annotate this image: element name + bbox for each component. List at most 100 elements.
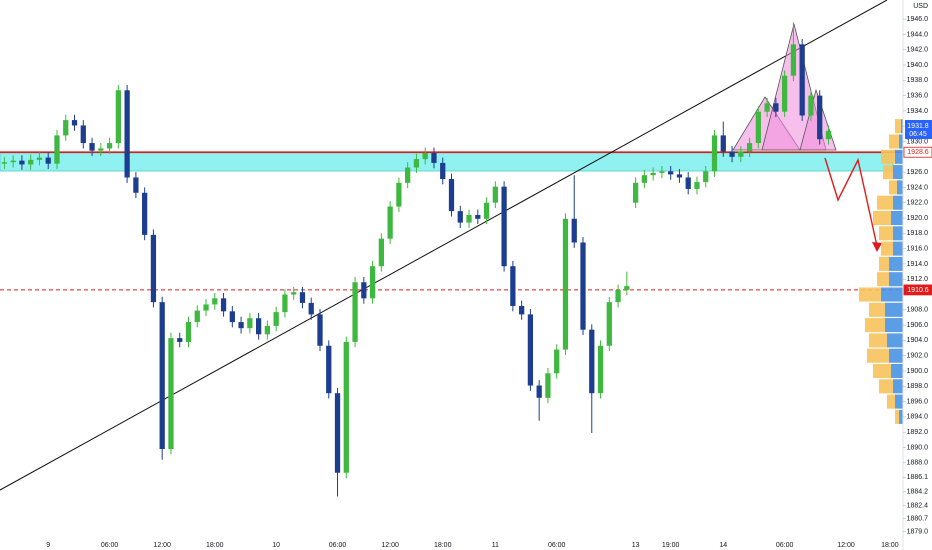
y-tick-label: 1912.0 [907,276,929,283]
x-tick-label: 13 [632,542,640,549]
profile-sell [881,149,895,164]
profile-sell [877,195,893,210]
candle-body [378,238,384,267]
candle-body [554,349,560,374]
profile-buy [893,241,903,256]
candle-body [817,95,823,140]
candle-body [220,298,227,312]
candle-body [413,159,420,168]
candle-body [615,289,621,303]
x-tick-label: 06:00 [101,542,119,549]
candle-body [562,218,569,350]
profile-buy [897,180,903,195]
last-price-badge [905,120,932,139]
profile-sell [879,226,893,241]
y-tick-label: 1938.0 [907,77,929,84]
candle-body [168,338,174,450]
candle-body [352,282,358,342]
candle-body [659,171,665,173]
candle-body [142,192,148,235]
x-tick-label: 18:00 [881,542,899,549]
y-tick-label: 1888.0 [907,460,929,467]
candle-body [124,90,130,178]
candle-body [483,202,490,219]
axis-background [903,0,932,550]
x-tick-label: 06:00 [776,542,794,549]
projection-arrow [824,157,878,247]
profile-sell [873,363,891,379]
last-price-label: 1931.8 [907,123,929,130]
y-tick-label: 1918.0 [907,230,929,237]
candle-body [98,148,104,151]
candle-body [475,214,481,219]
profile-sell [895,409,899,424]
candle-body [106,143,113,149]
candle-body [299,292,306,303]
x-tick-label: 18:00 [434,542,452,549]
candle-body [387,206,393,239]
candle-body [799,44,805,116]
y-tick-label: 1906.0 [907,322,929,329]
candle-body [624,286,630,290]
profile-buy [887,333,903,348]
price-line-label: 1928.6 [907,149,929,156]
candle-body [510,266,516,306]
profile-sell [889,134,899,149]
candle-body [150,234,157,303]
demand-zone [0,152,894,172]
profile-sell [873,210,891,226]
profile-buy [881,287,903,302]
y-tick-label: 1914.0 [907,261,929,268]
profile-sell [879,256,889,271]
profile-sell [887,394,895,409]
candle-body [440,162,446,179]
profile-sell [869,302,885,317]
candle-body [255,318,262,335]
y-tick-label: 1944.0 [907,31,929,38]
candle-body [545,373,551,398]
candle-body [133,177,139,193]
x-tick-label: 06:00 [329,542,347,549]
candle-body [773,103,779,112]
profile-sell [859,287,881,302]
trend-line [0,0,888,491]
profile-buy [889,348,903,363]
x-tick-label: 06:00 [548,542,566,549]
y-tick-label: 1920.0 [907,215,929,222]
y-tick-label: 1916.0 [907,245,929,252]
candle-body [361,282,367,299]
y-tick-label: 1879.0 [907,528,929,535]
candle-body [28,159,34,165]
candle-body [703,171,709,183]
candle-body [212,298,218,305]
candle-body [764,103,770,112]
profile-sell [869,333,887,348]
profile-buy [895,149,903,164]
profile-buy [895,394,903,409]
candle-body [782,75,788,112]
profile-buy [899,134,903,149]
candle-body [89,143,95,151]
candle-body [606,302,612,346]
countdown: 06:45 [909,131,927,138]
x-tick-label: 14 [719,542,727,549]
y-tick-label: 1900.0 [907,368,929,375]
profile-buy [891,363,903,379]
candle-body [527,314,534,386]
profile-buy [885,302,903,317]
candle-body [36,157,43,160]
candle-body [247,318,253,329]
candle-body [334,393,341,473]
candle-body [203,304,209,311]
candle-body [238,322,244,329]
arrow-head [872,242,882,252]
profile-buy [893,195,903,210]
candles [1,22,832,497]
y-tick-label: 1882.4 [907,502,929,509]
profile-buy [901,119,903,134]
y-tick-label: 1896.0 [907,398,929,405]
candle-body [694,182,700,189]
profile-buy [893,165,903,180]
candle-body [422,152,428,160]
x-tick-label: 11 [492,542,499,549]
